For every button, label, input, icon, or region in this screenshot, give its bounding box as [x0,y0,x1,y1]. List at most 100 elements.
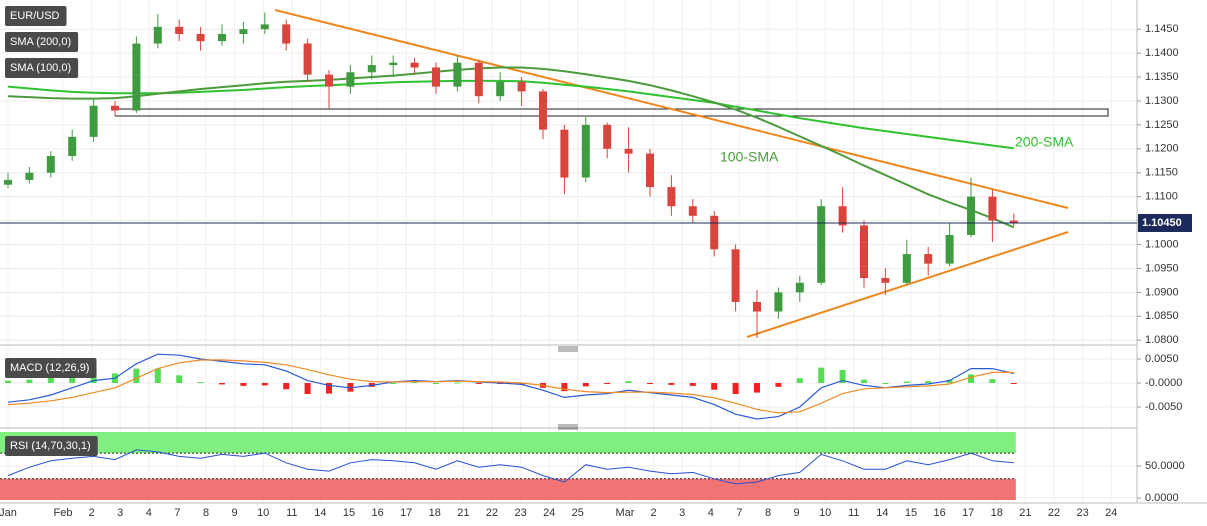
x-tick-label: 8 [765,507,771,519]
histogram-bar [711,383,718,390]
y-tick-label: -0.0050 [1145,401,1182,413]
annotation: 100-SMA [720,149,779,165]
histogram-bar [796,378,803,384]
candle-body [153,26,162,44]
candle-body [367,65,376,73]
candle-body [132,43,141,111]
x-tick-label: 16 [933,507,945,519]
histogram-bar [689,383,696,386]
resize-handle[interactable] [558,424,578,430]
histogram-bar [411,382,418,384]
candle-body [817,206,826,283]
x-tick-label: 18 [991,507,1003,519]
legend-box [5,358,97,378]
candle-body [260,24,269,30]
histogram-bar [882,383,889,385]
y-tick-label: 1.0800 [1145,334,1179,346]
candle-body [774,292,783,312]
legend-label: EUR/USD [10,10,60,22]
histogram-bar [582,383,589,387]
y-tick-label: 0.0000 [1145,492,1179,504]
annotation: 200-SMA [1015,134,1074,150]
resize-handle[interactable] [558,346,578,352]
x-tick-label: 16 [371,507,383,519]
x-tick-label: Jan [0,507,17,519]
y-tick-label: 1.0950 [1145,262,1179,274]
candle-body [410,62,419,68]
histogram-bar [861,379,867,384]
candle-body [624,148,633,154]
x-tick-label: 25 [572,507,584,519]
histogram-bar [219,383,225,385]
candle-body [474,62,483,97]
candle-body [432,67,440,87]
x-tick-label: 10 [257,507,269,519]
grid [0,0,1137,503]
histogram-bar [604,383,611,385]
candle-body [667,187,676,207]
histogram-bar [304,383,311,395]
x-tick-label: 15 [343,507,355,519]
x-tick-label: 9 [794,507,800,519]
candle-body [646,153,654,188]
y-tick-label: 1.1100 [1145,191,1178,203]
oversold-band [0,478,1016,500]
candle-body [346,72,355,87]
candle-body [710,215,719,250]
x-tick-label: 23 [514,507,526,519]
candle-body [1009,220,1018,223]
candle-body [731,249,740,302]
candle-body [25,172,34,180]
legend-box [5,6,67,26]
x-tick-label: 21 [457,507,469,519]
candle-body [218,33,226,42]
histogram-bar [839,370,846,384]
histogram-bar [1010,383,1017,385]
candle-body [111,105,119,111]
legend-label: RSI (14,70,30,1) [10,440,91,452]
histogram-bar [26,379,33,384]
y-tick-label: 1.1150 [1145,167,1178,179]
x-tick-label: 8 [203,507,209,519]
candle-body [838,206,847,226]
x-tick-label: 4 [146,507,152,519]
candle-body [89,105,98,137]
candle-body [924,254,933,264]
x-tick-label: 7 [736,507,742,519]
y-tick-label: 1.0900 [1145,286,1179,298]
y-tick-label: 1.1300 [1145,95,1179,107]
candle-body [46,155,55,173]
x-tick-label: 2 [89,507,95,519]
histogram-bar [968,374,974,384]
histogram-bar [647,383,653,385]
x-tick-label: 24 [1105,507,1117,519]
y-tick-label: 0.0050 [1145,353,1179,365]
y-tick-label: 1.0850 [1145,310,1179,322]
candle-body [967,196,975,235]
histogram-bar [261,383,268,386]
x-tick-label: 22 [486,507,498,519]
legend-label: SMA (200,0) [10,36,71,48]
candle-body [239,29,248,34]
candle-body [389,62,398,66]
candle-body [282,24,291,44]
histogram-bar [283,383,290,390]
y-tick-label: 1.1400 [1145,47,1179,59]
legend-label: SMA (100,0) [10,62,71,74]
trend-line-up [746,231,1069,338]
histogram-bar [433,383,439,385]
histogram-bar [197,382,204,384]
x-tick-label: 3 [117,507,123,519]
candle-body [603,124,612,149]
x-tick-label: 10 [819,507,831,519]
histogram-bar [475,383,482,385]
y-tick-label: 50.0000 [1145,460,1185,472]
y-tick-label: 1.1000 [1145,238,1179,250]
histogram-bar [47,377,54,384]
histogram-bar [454,382,461,384]
histogram-bar [5,380,11,384]
x-tick-label: 14 [876,507,888,519]
candle-body [560,129,569,178]
overbought-band [0,432,1016,454]
